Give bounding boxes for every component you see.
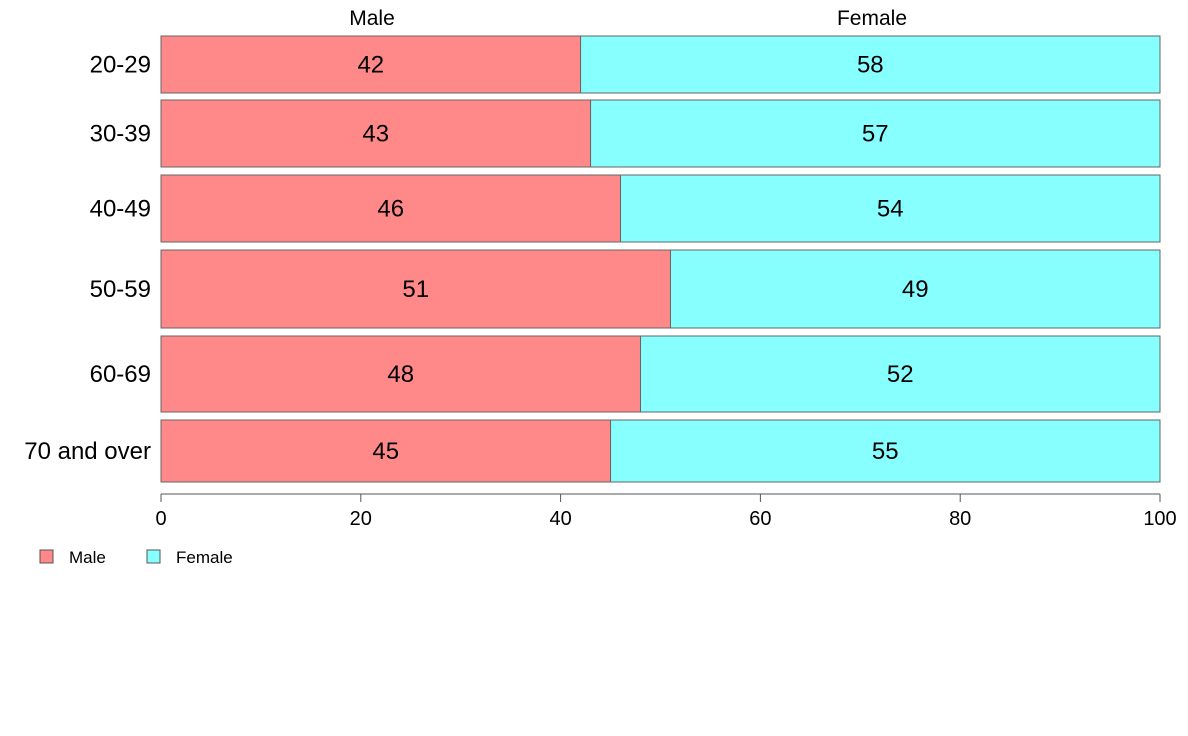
bar-female [590, 99, 1161, 168]
data-label-female: 57 [862, 121, 889, 148]
bar-male [160, 335, 642, 413]
legend-swatch-female [146, 549, 161, 564]
bar-female [620, 174, 1161, 243]
data-label-male: 48 [387, 361, 414, 388]
legend-swatch-male [39, 549, 54, 564]
data-label-male: 45 [372, 438, 399, 465]
x-tick-label: 100 [1143, 508, 1176, 530]
category-label: 20-29 [90, 52, 151, 79]
bar-female [669, 249, 1161, 329]
bar-male [160, 174, 622, 243]
x-tick-label: 0 [155, 508, 166, 530]
data-label-male: 43 [362, 121, 389, 148]
legend-label-male: Male [69, 548, 106, 567]
column-header-male: Male [349, 7, 395, 30]
bar-female [610, 419, 1161, 483]
column-header-female: Female [837, 7, 907, 30]
x-tick-label: 20 [350, 508, 372, 530]
data-label-male: 46 [377, 196, 404, 223]
category-label: 30-39 [90, 121, 151, 148]
x-axis-ticks: 0 20 40 60 80 100 [155, 494, 1177, 530]
category-label: 40-49 [90, 196, 151, 223]
bar-male [160, 99, 592, 168]
x-tick-label: 80 [949, 508, 971, 530]
category-label: 60-69 [90, 361, 151, 388]
category-label: 70 and over [24, 438, 151, 465]
bar-male [160, 249, 671, 329]
data-label-female: 49 [902, 276, 929, 303]
data-label-female: 55 [872, 438, 899, 465]
data-label-female: 54 [877, 196, 904, 223]
bar-female [640, 335, 1161, 413]
data-label-male: 51 [402, 276, 429, 303]
data-label-male: 42 [357, 52, 384, 79]
data-label-female: 52 [887, 361, 914, 388]
data-label-female: 58 [857, 52, 884, 79]
legend-label-female: Female [176, 548, 233, 567]
category-label: 50-59 [90, 276, 151, 303]
bar-male [160, 35, 582, 94]
x-tick-label: 40 [549, 508, 571, 530]
bars-group: 20-29 42 58 30-39 43 57 40-49 46 54 50-59 51 49 60-6… [24, 35, 1161, 483]
bar-female [580, 35, 1161, 94]
legend: Male Female [39, 548, 233, 567]
x-tick-label: 60 [749, 508, 771, 530]
